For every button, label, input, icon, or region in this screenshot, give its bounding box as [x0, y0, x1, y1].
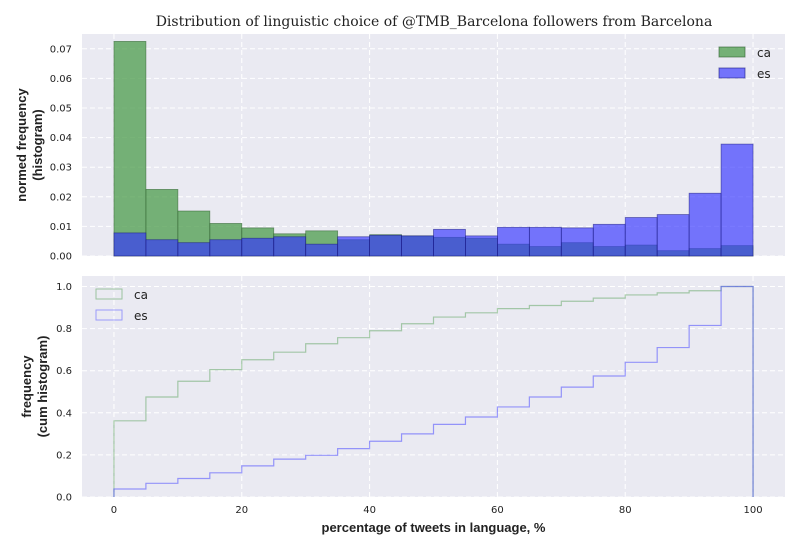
cumulative-y-ticks: 0.0 0.2 0.4 0.6 0.8 1.0	[56, 282, 72, 503]
histogram-bar-es	[145, 239, 179, 257]
histogram-bars	[113, 41, 754, 257]
histogram-bar-ca	[113, 41, 147, 257]
x-tick-label: 60	[491, 505, 504, 516]
histogram-bar-es	[624, 217, 658, 257]
x-tick-label: 80	[619, 505, 632, 516]
x-axis-label: percentage of tweets in language, %	[322, 520, 546, 535]
histogram-bar-es	[337, 236, 370, 257]
cumulative-y-label-line1: frequency	[19, 355, 34, 418]
histogram-bar-es	[528, 226, 562, 257]
histogram-bar-es	[720, 143, 754, 257]
cumulative-step-line-es	[113, 285, 754, 497]
chart-title: Distribution of linguistic choice of @TM…	[156, 14, 713, 30]
y-tick-label: 0.4	[56, 408, 72, 419]
legend-swatch-ca	[718, 46, 746, 58]
legend-swatch-es	[95, 309, 123, 321]
histogram-bar-es	[592, 223, 626, 257]
y-tick-label: 1.0	[56, 282, 72, 293]
histogram-bar-es	[656, 214, 690, 257]
histogram-grid	[82, 34, 785, 257]
legend-label-ca: ca	[757, 46, 771, 60]
y-tick-label: 0.6	[56, 366, 72, 377]
y-tick-label: 0.06	[50, 74, 72, 85]
legend-swatch-ca	[95, 288, 123, 300]
histogram-bar-es	[688, 192, 722, 257]
histogram-bar-es	[433, 228, 466, 257]
histogram-bar-es	[273, 236, 307, 257]
y-tick-label: 0.05	[50, 104, 72, 115]
histogram-bar-es	[241, 237, 275, 257]
y-tick-label: 0.04	[50, 133, 72, 144]
cumulative-step-line-ca	[113, 285, 754, 497]
histogram-panel: 0.00 0.01 0.02 0.03 0.04 0.05 0.06 0.07 Distrib…	[14, 14, 785, 263]
histogram-bar-es	[497, 226, 530, 257]
cumulative-panel: 0.0 0.2 0.4 0.6 0.8 1.0 0 20 40 60 80 100 frequenc…	[19, 276, 785, 535]
y-tick-label: 0.2	[56, 450, 72, 461]
histogram-bar-es	[209, 239, 243, 257]
histogram-y-label-line1: normed frequency	[14, 88, 29, 202]
y-tick-label: 0.03	[50, 163, 72, 174]
cumulative-legend: ca es	[95, 288, 148, 323]
legend-label-es: es	[134, 309, 148, 323]
x-tick-label: 0	[111, 505, 117, 516]
x-tick-label: 100	[743, 505, 762, 516]
cumulative-plot-area	[82, 276, 785, 497]
y-tick-label: 0.00	[50, 252, 72, 263]
legend-label-es: es	[757, 67, 771, 81]
histogram-bar-es	[177, 242, 211, 257]
histogram-legend: ca es	[718, 46, 771, 81]
legend-swatch-es	[718, 67, 746, 79]
histogram-bar-es	[465, 235, 498, 257]
y-tick-label: 0.01	[50, 222, 72, 233]
histogram-bar-es	[113, 232, 147, 257]
histogram-bar-es	[560, 227, 594, 257]
y-tick-label: 0.8	[56, 324, 72, 335]
cumulative-y-label-line2: (cum histogram)	[35, 336, 50, 438]
cumulative-lines	[113, 285, 754, 497]
y-tick-label: 0.0	[56, 493, 72, 504]
x-tick-label: 20	[235, 505, 248, 516]
cumulative-x-ticks: 0 20 40 60 80 100	[111, 505, 763, 516]
histogram-bar-es	[369, 234, 402, 257]
x-tick-label: 40	[363, 505, 376, 516]
histogram-bar-es	[305, 243, 339, 257]
y-tick-label: 0.02	[50, 192, 72, 203]
y-tick-label: 0.07	[50, 44, 72, 55]
histogram-bar-es	[401, 235, 434, 257]
histogram-y-ticks: 0.00 0.01 0.02 0.03 0.04 0.05 0.06 0.07	[50, 44, 72, 262]
legend-label-ca: ca	[134, 288, 148, 302]
histogram-y-label-line2: (histogram)	[30, 109, 45, 181]
